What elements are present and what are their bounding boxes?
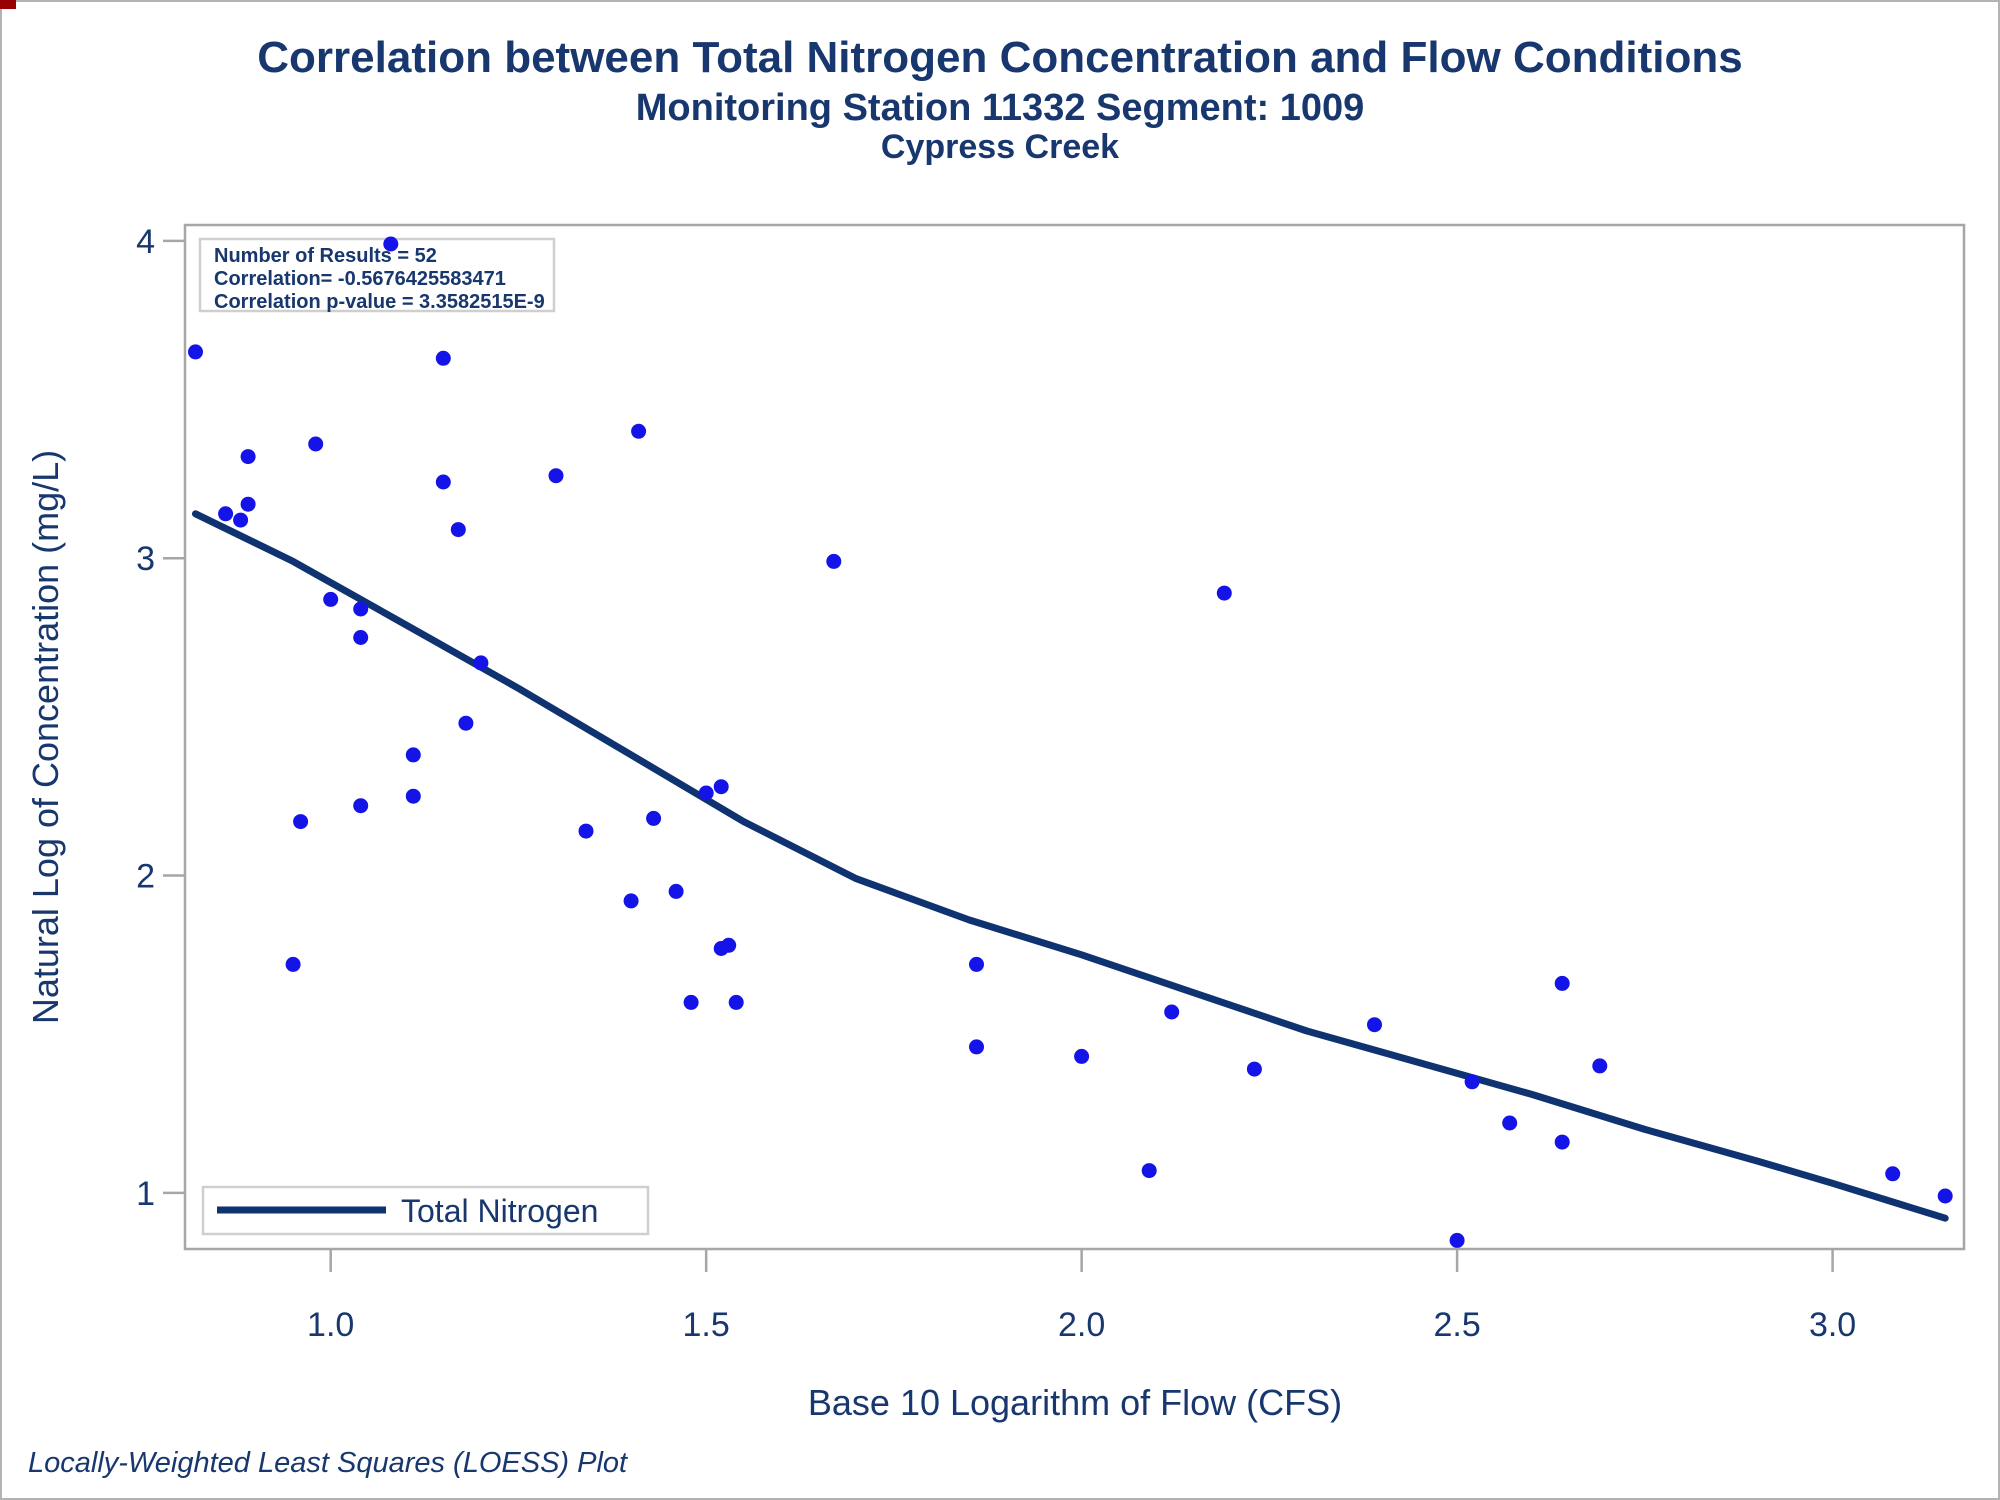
data-point <box>1164 1004 1180 1020</box>
data-point <box>646 810 662 826</box>
x-axis-ticks: 1.0 1.5 2.0 2.5 3.0 <box>307 1249 1856 1344</box>
data-point <box>578 823 594 839</box>
legend-label: Total Nitrogen <box>401 1193 598 1229</box>
scatter-points <box>188 236 1953 1248</box>
data-point <box>308 436 324 452</box>
x-tick-label: 2.0 <box>1058 1306 1105 1344</box>
stat-inset-line-1: Number of Results = 52 <box>214 245 437 267</box>
data-point <box>323 591 339 607</box>
data-point <box>353 798 369 814</box>
stat-inset-box <box>198 237 556 313</box>
data-point <box>435 350 451 366</box>
data-point <box>405 747 421 763</box>
y-axis-label: Natural Log of Concentration (mg/L) <box>25 450 66 1024</box>
data-point <box>1554 975 1570 991</box>
data-point <box>668 883 684 899</box>
data-point <box>623 893 639 909</box>
x-tick-label: 1.5 <box>683 1306 730 1344</box>
data-point <box>405 788 421 804</box>
footnote: Locally-Weighted Least Squares (LOESS) P… <box>28 1447 629 1479</box>
data-point <box>1216 585 1232 601</box>
corner-artifact <box>0 0 16 9</box>
y-tick-label: 3 <box>136 540 155 578</box>
data-point <box>1502 1115 1518 1131</box>
data-point <box>458 715 474 731</box>
plot-frame <box>183 223 1966 1251</box>
data-point <box>450 522 466 538</box>
data-point <box>969 956 984 972</box>
data-point <box>1464 1074 1480 1090</box>
x-axis-label: Base 10 Logarithm of Flow (CFS) <box>808 1382 1342 1423</box>
data-point <box>218 506 234 522</box>
data-point <box>383 236 399 252</box>
data-point <box>1449 1232 1465 1248</box>
data-point <box>683 994 699 1010</box>
y-tick-label: 4 <box>136 223 155 261</box>
data-point <box>1367 1017 1382 1033</box>
data-point <box>233 512 249 528</box>
data-point <box>293 814 309 830</box>
data-point <box>285 956 301 972</box>
data-point <box>698 785 714 801</box>
y-tick-label: 1 <box>136 1175 155 1213</box>
data-point <box>1592 1058 1608 1074</box>
data-point <box>1246 1061 1262 1077</box>
data-point <box>826 553 842 569</box>
data-point <box>473 655 489 671</box>
x-tick-label: 3.0 <box>1809 1306 1856 1344</box>
stat-inset: Number of Results = 52 Correlation= -0.5… <box>198 237 556 313</box>
data-point <box>969 1039 984 1055</box>
legend-box <box>201 1185 650 1236</box>
x-tick-label: 1.0 <box>307 1306 354 1344</box>
chart-subtitle: Monitoring Station 11332 Segment: 1009 <box>636 87 1365 129</box>
data-point <box>353 630 369 645</box>
data-point <box>1937 1188 1953 1204</box>
data-point <box>713 941 729 956</box>
data-point <box>240 449 256 465</box>
y-tick-label: 2 <box>136 858 155 896</box>
data-point <box>240 496 256 512</box>
data-point <box>728 994 744 1010</box>
y-axis-ticks: 1 2 3 4 <box>136 223 185 1213</box>
stat-inset-line-2: Correlation= -0.5676425583471 <box>214 268 506 290</box>
data-point <box>713 779 729 795</box>
chart-subtitle2: Cypress Creek <box>881 128 1119 166</box>
data-point <box>631 423 647 439</box>
x-tick-label: 2.5 <box>1433 1306 1480 1344</box>
data-point <box>435 474 451 490</box>
data-point <box>1074 1048 1090 1064</box>
data-point <box>1554 1134 1570 1150</box>
data-point <box>353 601 369 617</box>
plot-area: 1 2 3 4 1.0 1.5 2.0 2.5 3.0 Number of Results =… <box>136 223 1966 1344</box>
data-point <box>1141 1163 1157 1179</box>
stat-inset-line-3: Correlation p-value = 3.3582515E-9 <box>214 291 545 313</box>
data-point <box>1885 1166 1901 1182</box>
chart-title: Correlation between Total Nitrogen Conce… <box>257 33 1742 82</box>
legend: Total Nitrogen <box>201 1185 650 1236</box>
data-point <box>548 468 564 484</box>
data-point <box>188 344 203 360</box>
